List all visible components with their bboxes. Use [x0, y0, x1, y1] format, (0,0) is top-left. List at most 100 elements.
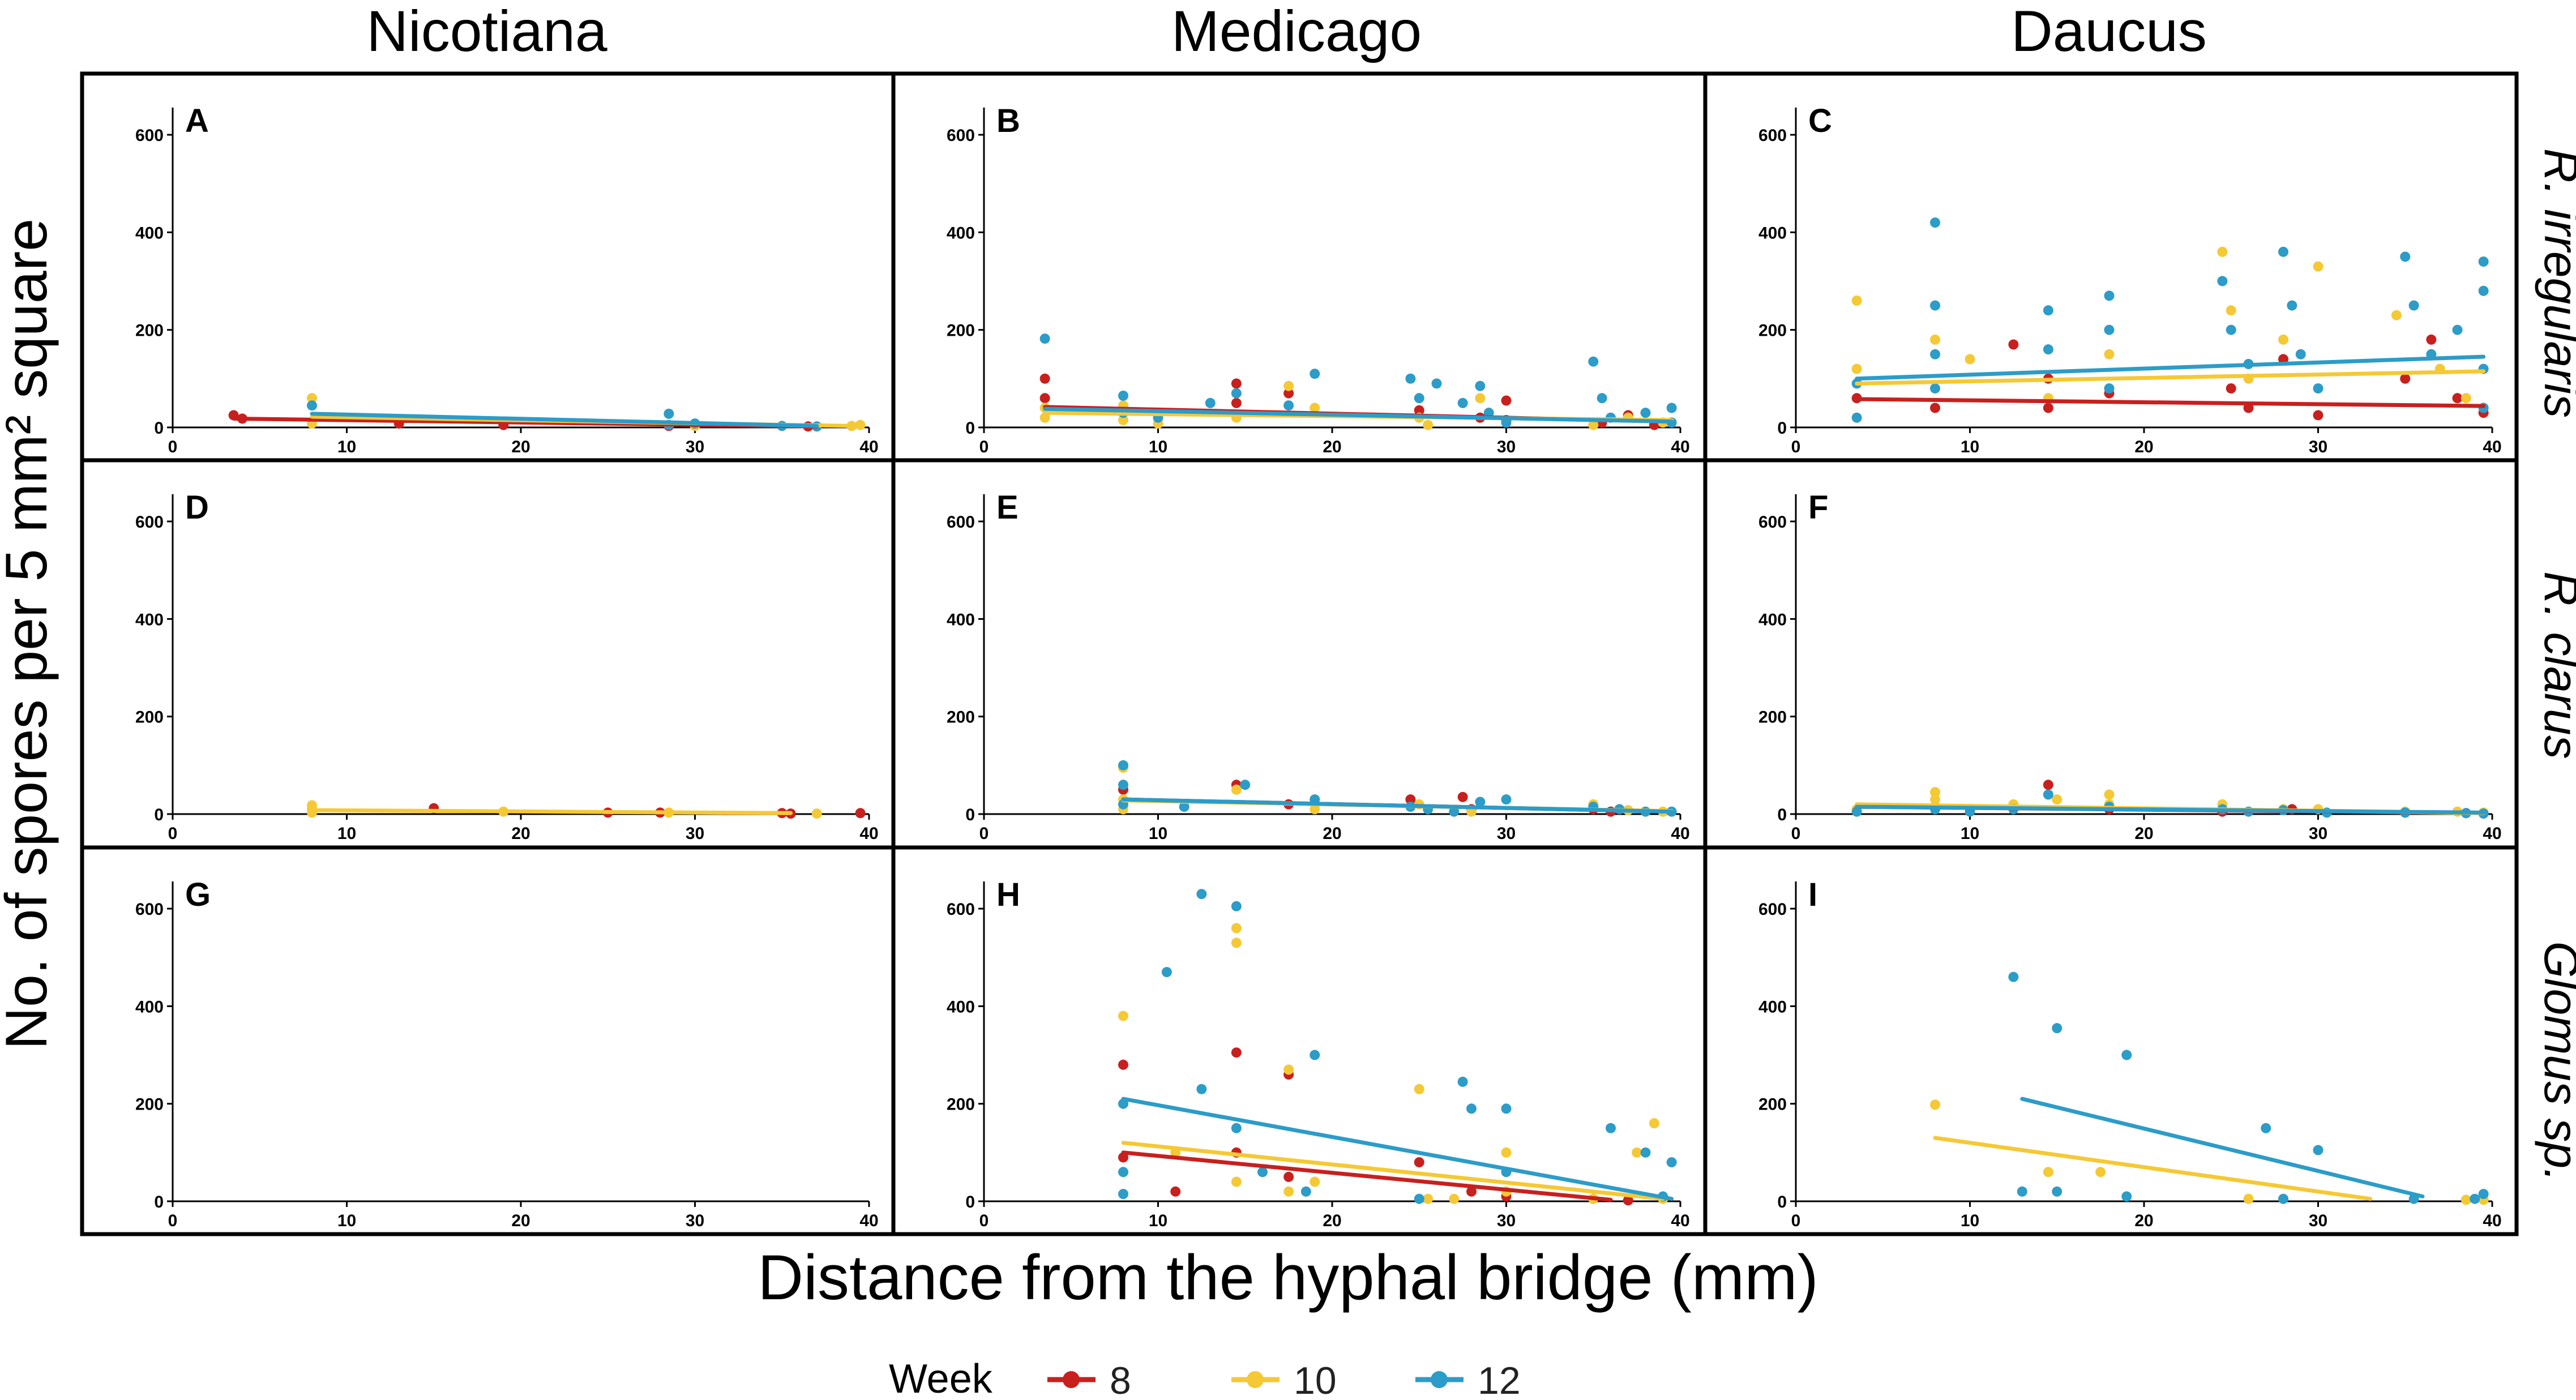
- x-tick-label: 10: [1149, 824, 1167, 843]
- data-point-week-12: [2052, 1186, 2062, 1197]
- y-tick-label: 200: [135, 322, 164, 340]
- data-point-week-12: [1283, 400, 1294, 411]
- data-point-week-10: [2095, 1167, 2106, 1178]
- y-tick-label: 0: [1777, 419, 1787, 438]
- data-point-week-10: [2104, 349, 2115, 359]
- fit-line-week-8: [1121, 1150, 1613, 1202]
- data-point-week-12: [2121, 1050, 2132, 1060]
- fit-line-week-12: [1855, 804, 2486, 815]
- x-tick-label: 0: [1791, 438, 1801, 456]
- panel-letter: D: [185, 489, 209, 526]
- data-point-week-10: [1930, 794, 1940, 805]
- data-point-week-8: [2226, 383, 2236, 394]
- data-point-week-12: [1466, 1103, 1477, 1114]
- data-point-week-12: [2261, 1123, 2271, 1133]
- data-point-week-12: [1300, 1186, 1311, 1197]
- data-point-week-12: [1930, 383, 1940, 394]
- panel-frame: [80, 458, 896, 850]
- data-point-week-8: [1283, 1171, 1294, 1182]
- x-tick-label: 20: [1323, 438, 1341, 456]
- data-point-week-12: [1597, 393, 1607, 404]
- data-point-week-10: [2461, 1195, 2471, 1205]
- data-point-week-10: [1118, 1011, 1128, 1021]
- panel-letter: B: [996, 102, 1020, 139]
- panel-letter: H: [996, 876, 1020, 913]
- y-tick-label: 600: [1758, 900, 1787, 919]
- y-tick-label: 400: [947, 610, 975, 629]
- data-point-week-12: [1431, 378, 1442, 389]
- y-tick-label: 200: [947, 708, 975, 727]
- data-point-week-12: [1930, 217, 1940, 228]
- x-tick-label: 40: [1671, 1211, 1689, 1230]
- legend-dot-8: [1063, 1371, 1080, 1388]
- panel-f: 0 200 400 600 0 10 20 30 40 F: [1703, 458, 2519, 850]
- data-point-week-12: [1640, 408, 1651, 418]
- data-point-week-8: [1231, 1047, 1242, 1058]
- data-point-week-8: [2426, 334, 2437, 345]
- y-tick-label: 200: [1758, 322, 1787, 340]
- legend-dot-10: [1247, 1371, 1264, 1388]
- y-tick-label: 600: [135, 126, 164, 145]
- x-tick-label: 10: [337, 824, 356, 843]
- x-tick-label: 10: [1961, 1211, 1979, 1230]
- data-point-week-10: [1475, 393, 1486, 404]
- data-point-week-8: [1623, 1195, 1633, 1206]
- data-point-week-12: [1196, 889, 1207, 900]
- data-point-week-12: [1457, 397, 1468, 408]
- panel-h: 0 200 400 600 0 10 20 30 40 H: [891, 845, 1708, 1236]
- data-point-week-10: [1965, 354, 1975, 365]
- x-tick-label: 10: [337, 1211, 356, 1230]
- x-tick-label: 10: [1961, 824, 1979, 843]
- x-tick-label: 20: [1323, 1211, 1341, 1230]
- data-point-week-10: [1310, 804, 1320, 815]
- x-tick-label: 30: [2309, 438, 2327, 456]
- data-point-week-12: [1179, 802, 1189, 812]
- data-point-week-12: [1930, 349, 1940, 359]
- y-tick-label: 400: [135, 610, 164, 629]
- fit-line-week-12: [2020, 1097, 2425, 1198]
- y-tick-label: 0: [965, 1193, 975, 1211]
- panel-frame: [80, 71, 896, 463]
- column-title-nicotiana: Nicotiana: [366, 0, 607, 63]
- y-tick-label: 600: [947, 900, 975, 919]
- data-point-week-12: [2478, 285, 2489, 296]
- panel-letter: A: [185, 102, 209, 139]
- data-point-week-8: [2313, 410, 2323, 421]
- y-tick-label: 400: [1758, 610, 1787, 629]
- legend-dot-12: [1431, 1371, 1448, 1388]
- data-point-week-12: [1475, 797, 1486, 807]
- y-tick-label: 600: [135, 900, 164, 919]
- data-point-week-12: [1205, 397, 1216, 408]
- y-tick-label: 0: [965, 419, 975, 438]
- x-tick-label: 20: [2134, 1211, 2153, 1230]
- panel-letter: F: [1808, 489, 1828, 526]
- panel-b: 0 200 400 600 0 10 20 30 40 B: [891, 71, 1708, 463]
- data-point-week-12: [2452, 324, 2463, 335]
- data-point-week-8: [855, 808, 866, 819]
- data-point-week-8: [1118, 1152, 1128, 1163]
- data-point-week-10: [1588, 419, 1599, 430]
- panel-frame: [80, 845, 896, 1236]
- panel-c: 0 200 400 600 0 10 20 30 40 C: [1703, 71, 2519, 463]
- data-point-week-10: [1039, 412, 1050, 423]
- data-point-week-8: [1039, 393, 1050, 404]
- data-point-week-10: [2217, 246, 2228, 257]
- data-point-week-10: [307, 393, 317, 404]
- data-point-week-12: [2043, 344, 2053, 355]
- data-point-week-8: [1501, 395, 1512, 406]
- x-tick-label: 10: [1149, 438, 1167, 456]
- data-point-week-12: [1501, 794, 1512, 805]
- legend-label-10: 10: [1294, 1359, 1337, 1400]
- data-point-week-12: [2104, 290, 2115, 301]
- data-point-week-12: [2470, 1193, 2480, 1204]
- data-point-week-12: [2313, 1145, 2323, 1155]
- panel-frame: [891, 71, 1708, 463]
- data-point-week-8: [2043, 780, 2053, 790]
- panel-letter: G: [185, 876, 211, 913]
- data-point-week-12: [2104, 383, 2115, 394]
- x-tick-label: 0: [979, 1211, 989, 1230]
- data-point-week-12: [1310, 1050, 1320, 1060]
- data-point-week-8: [1283, 388, 1294, 399]
- row-title-r-clarus: R. clarus: [2535, 571, 2576, 759]
- data-point-week-12: [1851, 412, 1862, 423]
